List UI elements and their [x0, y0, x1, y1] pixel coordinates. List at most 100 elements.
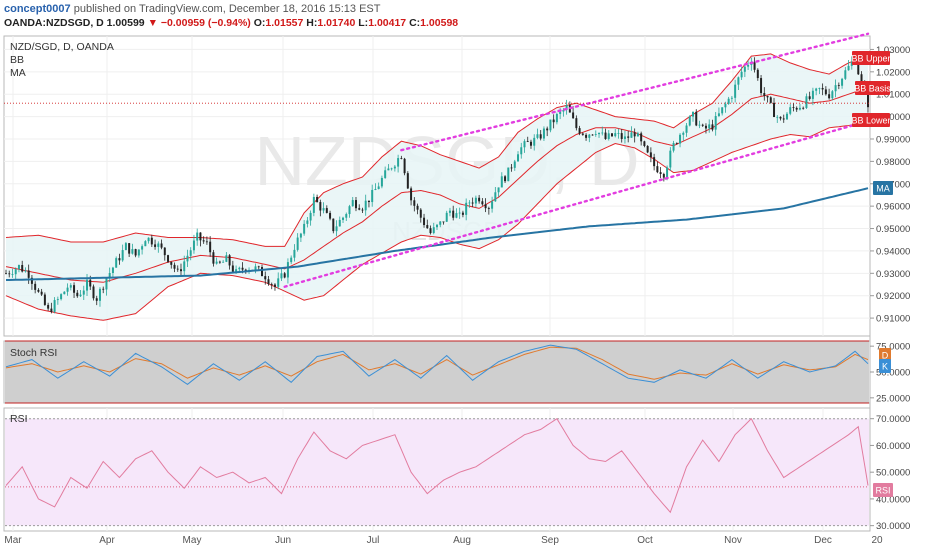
candle — [374, 189, 377, 190]
candle — [170, 261, 173, 265]
candle — [426, 225, 429, 229]
candle — [364, 200, 367, 211]
ma-badge-box — [873, 181, 893, 195]
candle — [717, 113, 720, 116]
candle — [76, 292, 79, 297]
candle — [400, 158, 403, 159]
x-tick-label: Mar — [4, 535, 22, 546]
symbol-text: OANDA:NZDSGD, D — [4, 17, 104, 29]
candle — [756, 69, 759, 79]
candle — [834, 85, 837, 92]
candle — [808, 96, 811, 99]
candle — [192, 240, 195, 251]
candle — [312, 196, 315, 213]
candle — [429, 228, 432, 234]
candle — [24, 270, 27, 272]
candle — [529, 141, 532, 146]
candle — [63, 291, 66, 295]
candle — [711, 124, 714, 130]
candle — [487, 208, 490, 209]
candle — [474, 197, 477, 204]
candle — [167, 255, 170, 262]
candle — [235, 269, 238, 272]
candle — [377, 186, 380, 190]
candle — [432, 227, 435, 234]
candle — [115, 258, 118, 268]
candle — [144, 241, 147, 247]
candle — [393, 166, 396, 169]
bb-basis-line — [5, 87, 869, 283]
price-axis[interactable] — [870, 36, 928, 531]
x-tick-label: Aug — [453, 535, 471, 546]
bb-upper-badge-box — [852, 51, 890, 65]
candle — [517, 154, 520, 162]
candle — [491, 201, 494, 209]
candle — [607, 133, 610, 139]
candle — [60, 294, 63, 300]
candle — [581, 133, 584, 135]
rsi-tick-label: 40.0000 — [876, 494, 910, 505]
candle — [222, 261, 225, 263]
candle — [662, 174, 665, 178]
candle — [857, 63, 860, 75]
candle — [66, 287, 69, 292]
badges: BB Upper BB Basis BB Lower MA DK RSI — [851, 51, 893, 497]
candle — [319, 202, 322, 211]
author-link[interactable]: concept0007 — [4, 3, 71, 15]
candle — [585, 134, 588, 138]
candle — [753, 62, 756, 70]
candle — [218, 261, 221, 263]
candle — [150, 237, 153, 245]
open-value: 1.01557 — [265, 17, 304, 29]
candle — [173, 264, 176, 269]
high-value: 1.01740 — [317, 17, 356, 29]
bollinger-bands — [5, 53, 869, 321]
candle — [134, 249, 137, 256]
candle — [636, 133, 639, 137]
candles — [4, 56, 870, 314]
trend-upper-line — [400, 32, 870, 152]
y-tick-label: 0.98000 — [876, 157, 910, 168]
candle — [50, 308, 53, 312]
candle — [692, 111, 695, 117]
candle — [578, 128, 581, 134]
candle — [137, 249, 140, 256]
overlays — [4, 32, 870, 288]
candle — [228, 255, 231, 266]
candle — [322, 208, 325, 211]
candle — [549, 119, 552, 131]
publish-text: published on TradingView.com, December 1… — [73, 3, 381, 15]
candle — [79, 294, 82, 297]
candle — [510, 167, 513, 169]
candle — [338, 219, 341, 227]
candle — [520, 147, 523, 155]
candle — [309, 212, 312, 221]
candle — [108, 273, 111, 279]
trend-lower-line — [283, 119, 870, 288]
candle — [653, 157, 656, 167]
candle — [601, 132, 604, 134]
candle — [342, 217, 345, 220]
candle — [539, 134, 542, 139]
candle — [34, 283, 37, 290]
bb-lower-badge-box — [852, 113, 890, 127]
candle — [86, 279, 89, 291]
candle — [157, 243, 160, 247]
candle — [205, 241, 208, 243]
candle — [675, 143, 678, 144]
y-tick-label: 0.96000 — [876, 202, 910, 213]
candle — [244, 269, 247, 271]
candle — [160, 243, 163, 248]
candle — [212, 252, 215, 264]
candle — [95, 298, 98, 301]
candle — [11, 274, 14, 276]
candle — [131, 249, 134, 254]
candle — [620, 133, 623, 139]
candle — [821, 87, 824, 90]
candle — [471, 202, 474, 204]
candle — [40, 291, 43, 295]
candle — [546, 128, 549, 131]
candle — [267, 279, 270, 285]
